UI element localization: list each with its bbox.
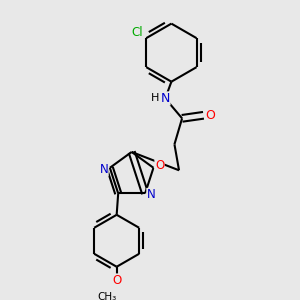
Text: O: O: [155, 159, 164, 172]
Text: H: H: [150, 94, 159, 103]
Text: N: N: [99, 163, 108, 176]
Text: N: N: [147, 188, 156, 201]
Text: Cl: Cl: [131, 26, 143, 39]
Text: CH₃: CH₃: [98, 292, 117, 300]
Text: N: N: [160, 92, 170, 105]
Text: O: O: [112, 274, 121, 287]
Text: O: O: [205, 109, 215, 122]
